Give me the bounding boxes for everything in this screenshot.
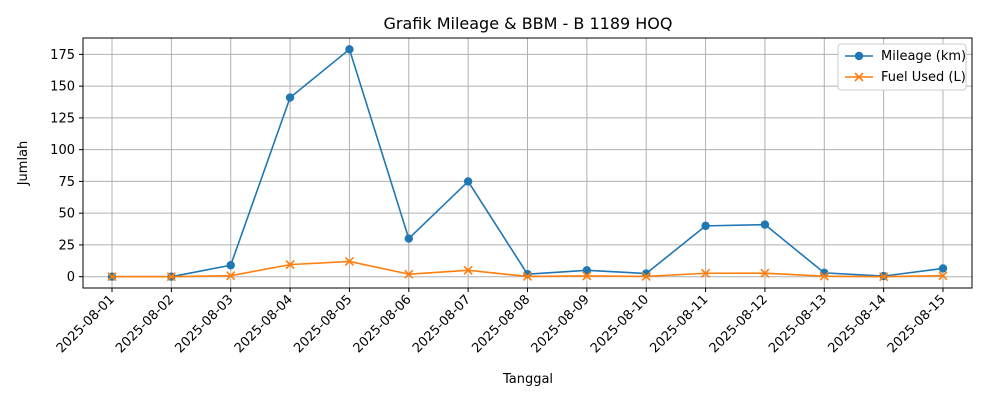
y-tick-label: 50	[58, 207, 75, 222]
data-point	[879, 272, 889, 282]
y-tick-label: 125	[50, 111, 75, 126]
data-point	[404, 269, 414, 279]
x-tick-label: 2025-08-08	[469, 292, 533, 356]
x-axis-label: Tanggal	[502, 372, 553, 387]
x-tick-label: 2025-08-06	[351, 292, 415, 356]
legend-label-fuel: Fuel Used (L)	[881, 70, 966, 85]
x-axis-ticks: 2025-08-012025-08-022025-08-032025-08-04…	[54, 288, 949, 356]
data-point	[226, 271, 236, 281]
x-tick-label: 2025-08-10	[588, 292, 652, 356]
y-tick-label: 0	[67, 270, 75, 285]
x-tick-label: 2025-08-09	[529, 292, 593, 356]
y-tick-label: 25	[58, 238, 75, 253]
x-tick-label: 2025-08-02	[113, 292, 177, 356]
chart-title: Grafik Mileage & BBM - B 1189 HOQ	[384, 14, 673, 33]
data-point	[819, 271, 829, 281]
data-point	[938, 271, 948, 281]
data-point	[107, 272, 117, 282]
data-point	[641, 271, 651, 282]
x-tick-label: 2025-08-04	[232, 292, 296, 356]
data-point	[938, 264, 948, 273]
x-tick-label: 2025-08-15	[885, 292, 949, 356]
data-point	[760, 268, 770, 278]
legend-marker-mileage	[854, 51, 864, 61]
series-fuel-used	[107, 256, 948, 282]
data-point	[344, 256, 354, 267]
data-point	[404, 234, 413, 243]
x-tick-label: 2025-08-12	[707, 292, 771, 356]
x-tick-label: 2025-08-13	[766, 292, 830, 356]
x-tick-label: 2025-08-03	[173, 292, 237, 356]
legend-marker-fuel	[854, 72, 864, 82]
x-tick-label: 2025-08-01	[54, 292, 118, 356]
grid	[83, 38, 972, 288]
data-point	[582, 271, 592, 281]
data-point	[463, 177, 473, 186]
data-point	[463, 265, 473, 275]
x-tick-label: 2025-08-07	[410, 292, 474, 356]
x-tick-label: 2025-08-05	[291, 292, 355, 356]
y-tick-label: 175	[50, 48, 75, 63]
data-point	[701, 268, 711, 278]
data-point	[226, 261, 235, 270]
y-axis-ticks: 0 25 50 75 100 125 150 175	[50, 48, 83, 285]
x-tick-label: 2025-08-11	[647, 292, 711, 356]
data-point	[582, 266, 592, 275]
data-point	[285, 93, 295, 102]
legend: Mileage (km) Fuel Used (L)	[837, 43, 967, 91]
data-point	[760, 220, 770, 229]
plot-lines	[107, 45, 948, 282]
data-point	[285, 260, 295, 270]
y-axis-label: Jumlah	[16, 141, 31, 187]
y-tick-label: 150	[50, 80, 75, 95]
x-tick-label: 2025-08-14	[825, 292, 889, 356]
legend-label-mileage: Mileage (km)	[881, 49, 966, 64]
data-point	[701, 221, 710, 231]
data-point	[345, 45, 354, 54]
y-tick-label: 75	[58, 175, 75, 190]
y-tick-label: 100	[50, 143, 75, 158]
data-point	[522, 271, 533, 282]
data-point	[166, 272, 176, 282]
